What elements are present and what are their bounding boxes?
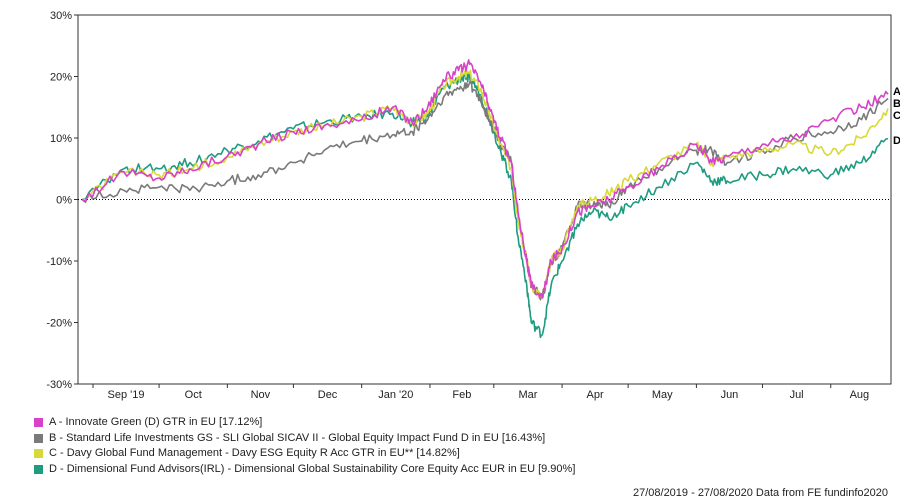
legend-label-b: B - Standard Life Investments GS - SLI G… bbox=[49, 431, 546, 444]
x-tick-label: Jan '20 bbox=[378, 389, 413, 401]
x-tick-label: Dec bbox=[318, 389, 338, 401]
legend-swatch-d bbox=[34, 464, 43, 474]
legend: A - Innovate Green (D) GTR in EU [17.12%… bbox=[34, 415, 575, 477]
x-tick-label: Jul bbox=[790, 389, 804, 401]
x-tick-label: Apr bbox=[587, 389, 604, 401]
y-axis: 30% 20% 10% 0% -10% -20% -30% bbox=[46, 10, 78, 391]
end-label-b: B bbox=[893, 98, 900, 110]
legend-swatch-b bbox=[34, 433, 43, 443]
x-axis: Sep '19 Oct Nov Dec Jan '20 Feb Mar Apr May Jun Ju… bbox=[92, 384, 870, 401]
y-tick-label: 30% bbox=[50, 10, 72, 22]
series-line-a bbox=[81, 59, 889, 299]
plot-frame bbox=[77, 14, 892, 385]
x-tick-label: Nov bbox=[251, 389, 271, 401]
y-tick-label: 20% bbox=[50, 72, 72, 84]
legend-item-b: B - Standard Life Investments GS - SLI G… bbox=[34, 431, 575, 447]
end-label-a: A bbox=[893, 86, 900, 98]
x-tick-label: Sep '19 bbox=[108, 389, 145, 401]
x-tick-label: May bbox=[652, 389, 673, 401]
end-label-d: D bbox=[893, 135, 900, 147]
y-tick-label: -30% bbox=[46, 379, 72, 391]
series-lines bbox=[81, 59, 889, 339]
legend-swatch-c bbox=[34, 449, 43, 459]
data-source-footer: 27/08/2019 - 27/08/2020 Data from FE fun… bbox=[632, 487, 888, 499]
y-tick-label: -10% bbox=[46, 256, 72, 268]
y-tick-label: 0% bbox=[56, 195, 72, 207]
y-tick-label: -20% bbox=[46, 318, 72, 330]
end-labels: ABC D bbox=[893, 86, 900, 147]
legend-item-c: C - Davy Global Fund Management - Davy E… bbox=[34, 446, 575, 462]
x-tick-label: Oct bbox=[185, 389, 202, 401]
legend-label-a: A - Innovate Green (D) GTR in EU [17.12%… bbox=[49, 416, 263, 428]
legend-item-d: D - Dimensional Fund Advisors(IRL) - Dim… bbox=[34, 462, 575, 478]
x-tick-label: Feb bbox=[452, 389, 471, 401]
y-tick-label: 10% bbox=[50, 133, 72, 145]
x-tick-label: Jun bbox=[721, 389, 739, 401]
line-chart: 30% 20% 10% 0% -10% -20% -30% Sep '19 Oct Nov Dec… bbox=[46, 10, 900, 401]
legend-label-c: C - Davy Global Fund Management - Davy E… bbox=[49, 447, 460, 459]
x-tick-label: Aug bbox=[850, 389, 870, 401]
legend-swatch-a bbox=[34, 418, 43, 428]
end-label-c: C bbox=[893, 110, 900, 122]
x-tick-label: Mar bbox=[518, 389, 537, 401]
series-line-d bbox=[81, 71, 889, 339]
legend-item-a: A - Innovate Green (D) GTR in EU [17.12%… bbox=[34, 415, 575, 431]
legend-label-d: D - Dimensional Fund Advisors(IRL) - Dim… bbox=[49, 462, 576, 475]
